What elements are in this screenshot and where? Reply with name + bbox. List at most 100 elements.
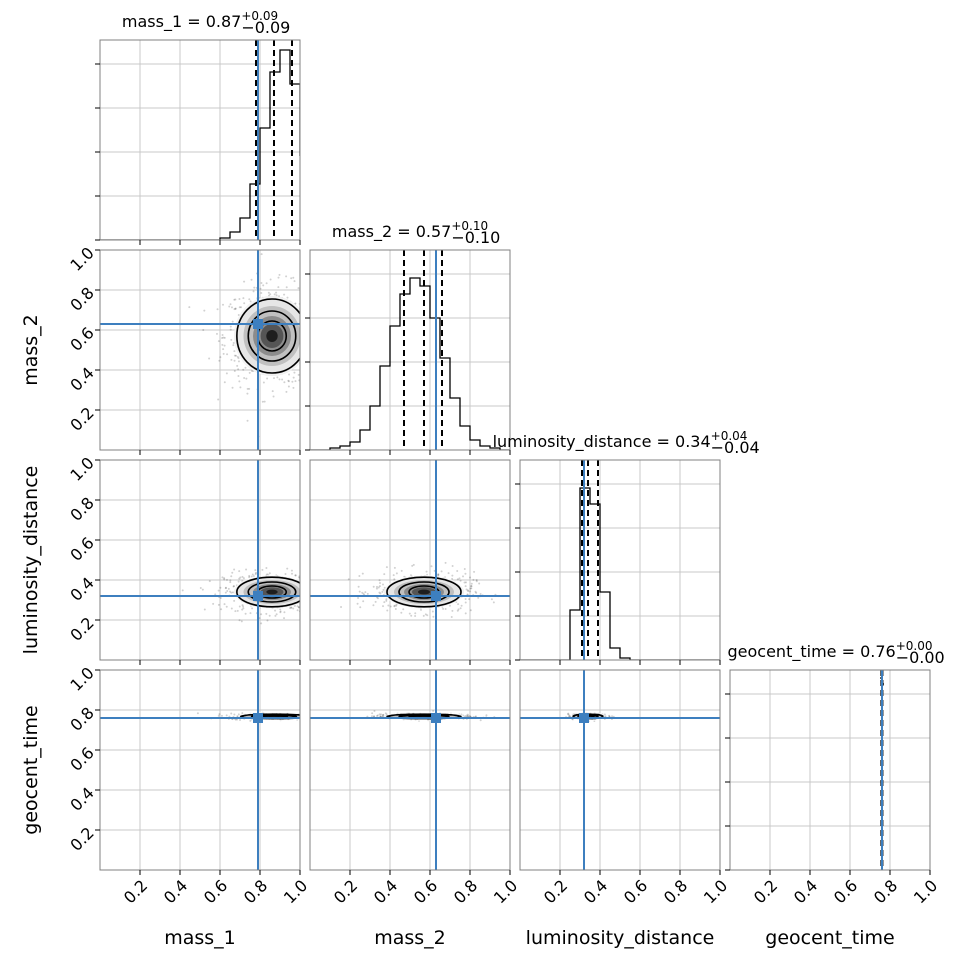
scatter-point bbox=[290, 606, 293, 609]
scatter-point bbox=[306, 328, 308, 330]
contour-halo bbox=[234, 296, 300, 376]
scatter-point bbox=[235, 354, 238, 357]
scatter-point bbox=[466, 713, 469, 716]
scatter-point bbox=[301, 342, 303, 344]
scatter-point bbox=[306, 715, 308, 717]
scatter-point bbox=[450, 615, 453, 618]
scatter-point bbox=[265, 612, 268, 615]
scatter-point bbox=[302, 589, 304, 591]
scatter-point bbox=[316, 341, 318, 343]
scatter-point bbox=[233, 599, 236, 602]
scatter-point bbox=[245, 377, 248, 380]
scatter-point bbox=[378, 713, 381, 716]
scatter-point bbox=[285, 286, 288, 289]
scatter-point bbox=[277, 286, 280, 289]
scatter-panel-luminosity_distance-geocent_time bbox=[519, 669, 721, 871]
scatter-point bbox=[464, 612, 467, 615]
scatter-point bbox=[333, 602, 335, 604]
panel-title-minus: −0.04 bbox=[711, 438, 760, 457]
scatter-point bbox=[236, 609, 239, 612]
panel-frame bbox=[729, 669, 931, 871]
scatter-point bbox=[181, 589, 184, 592]
scatter-point bbox=[303, 302, 305, 304]
scatter-point bbox=[225, 578, 228, 581]
panel-frame bbox=[99, 249, 301, 451]
scatter-point bbox=[240, 306, 243, 309]
scatter-point bbox=[220, 714, 223, 717]
scatter-point bbox=[321, 349, 323, 351]
scatter-point bbox=[305, 602, 307, 604]
scatter-point bbox=[385, 598, 388, 601]
scatter-point bbox=[229, 303, 232, 306]
x-tick-label: 0.2 bbox=[330, 876, 361, 907]
scatter-point bbox=[447, 572, 450, 575]
scatter-point bbox=[301, 591, 303, 593]
scatter-point bbox=[377, 586, 380, 589]
scatter-point bbox=[410, 614, 413, 617]
scatter-point bbox=[297, 606, 300, 609]
density-level bbox=[266, 589, 278, 595]
scatter-point bbox=[301, 716, 303, 718]
scatter-point bbox=[321, 314, 323, 316]
scatter-point bbox=[289, 607, 292, 610]
scatter-point bbox=[233, 298, 236, 301]
scatter-point bbox=[306, 354, 308, 356]
scatter-point bbox=[375, 587, 378, 590]
y-tick-label: 1.0 bbox=[66, 453, 97, 484]
x-tick-label: 0.2 bbox=[120, 876, 151, 907]
panel-plot-area bbox=[100, 670, 308, 870]
scatter-point bbox=[402, 608, 405, 611]
scatter-point bbox=[376, 597, 379, 600]
x-tick-label: 0.6 bbox=[200, 876, 231, 907]
scatter-point bbox=[233, 359, 236, 362]
scatter-point bbox=[328, 318, 330, 320]
scatter-point bbox=[233, 350, 236, 353]
scatter-point bbox=[327, 587, 329, 589]
scatter-point bbox=[464, 585, 467, 588]
scatter-point bbox=[222, 336, 225, 339]
scatter-point bbox=[216, 308, 219, 311]
scatter-point bbox=[302, 323, 304, 325]
scatter-point bbox=[490, 598, 493, 601]
scatter-point bbox=[277, 276, 280, 279]
scatter-point bbox=[479, 592, 482, 595]
scatter-point bbox=[567, 712, 570, 715]
scatter-point bbox=[236, 364, 239, 367]
x-tick-label: 1.0 bbox=[700, 876, 731, 907]
scatter-point bbox=[292, 276, 295, 279]
scatter-point bbox=[292, 607, 295, 610]
scatter-point bbox=[475, 580, 478, 583]
scatter-point bbox=[260, 622, 263, 625]
density-level bbox=[418, 589, 430, 595]
scatter-point bbox=[203, 309, 206, 312]
scatter-point bbox=[225, 605, 228, 608]
scatter-point bbox=[400, 611, 403, 614]
scatter-point bbox=[301, 579, 303, 581]
scatter-point bbox=[302, 595, 304, 597]
scatter-point bbox=[265, 282, 268, 285]
scatter-point bbox=[240, 620, 243, 623]
histogram-step bbox=[100, 49, 300, 240]
scatter-point bbox=[372, 585, 375, 588]
scatter-point bbox=[357, 597, 360, 600]
scatter-point bbox=[288, 373, 291, 376]
scatter-point bbox=[241, 575, 244, 578]
scatter-point bbox=[378, 579, 381, 582]
scatter-point bbox=[432, 710, 435, 713]
scatter-point bbox=[381, 583, 384, 586]
scatter-point bbox=[426, 614, 429, 617]
y-tick-label: 1.0 bbox=[66, 243, 97, 274]
scatter-point bbox=[254, 573, 257, 576]
scatter-point bbox=[311, 327, 313, 329]
scatter-point bbox=[302, 716, 304, 718]
scatter-point bbox=[230, 358, 233, 361]
scatter-point bbox=[373, 710, 376, 713]
x-tick-label: 0.6 bbox=[410, 876, 441, 907]
x-tick-label: 0.6 bbox=[620, 876, 651, 907]
scatter-point bbox=[303, 341, 305, 343]
scatter-point bbox=[234, 298, 237, 301]
scatter-point bbox=[234, 718, 237, 721]
scatter-point bbox=[249, 719, 252, 722]
scatter-point bbox=[469, 587, 472, 590]
x-tick-label: 1.0 bbox=[910, 876, 941, 907]
